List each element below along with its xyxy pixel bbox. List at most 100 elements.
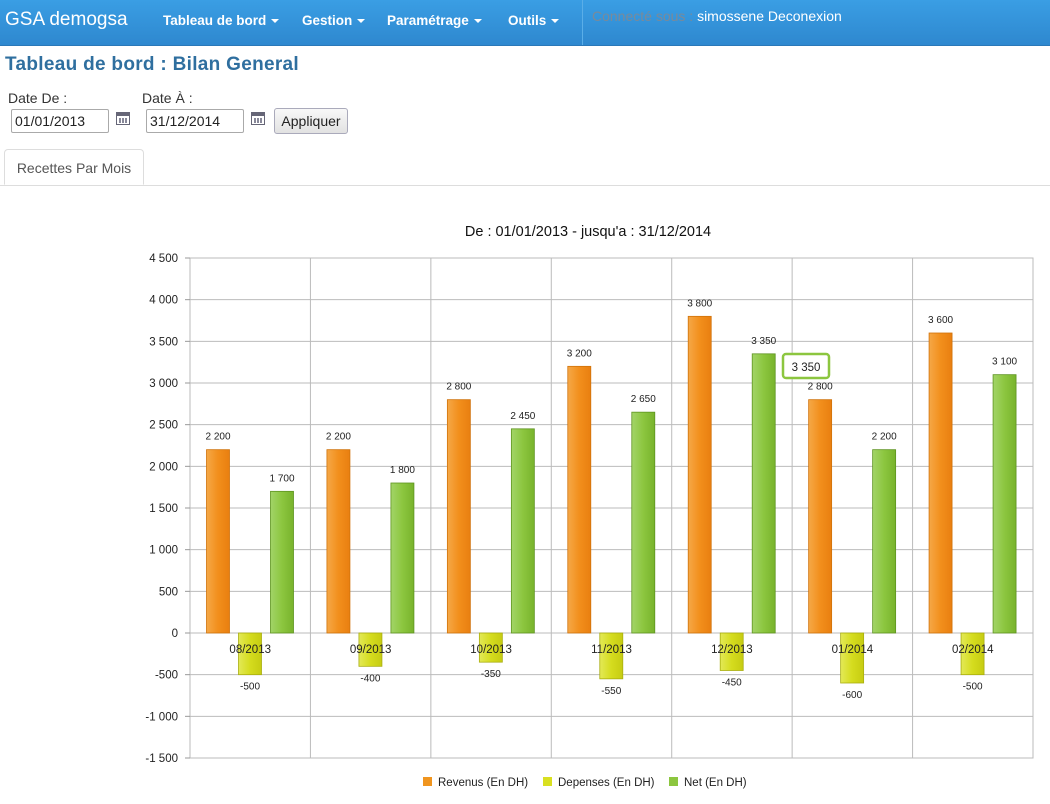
bar [808,399,833,634]
y-tick-label: 0 [172,628,178,640]
tabs-baseline [0,185,1050,186]
x-tick-label: 11/2013 [591,644,632,656]
y-tick-label: 2 500 [149,420,178,432]
bar [446,399,471,634]
date-from-label: Date De : [8,90,68,106]
bar [687,315,712,634]
chart-title: De : 01/01/2013 - jusqu'a : 31/12/2014 [465,224,711,240]
chart-legend: Revenus (En DH) Depenses (En DH) Net (En D… [423,777,747,789]
date-to-input[interactable] [146,109,244,133]
bar [719,632,744,671]
bar [751,353,776,634]
data-label: 2 200 [872,432,897,443]
data-label: 1 800 [390,465,415,476]
bar [928,332,953,634]
connected-label: Connecté sous : [592,8,694,24]
y-tick-label: 3 500 [149,336,178,348]
x-tick-label: 08/2013 [229,644,271,656]
tab-recettes-par-mois[interactable]: Recettes Par Mois [4,149,144,185]
data-label: 2 200 [326,432,351,443]
data-label: 2 800 [446,382,471,393]
y-tick-label: 3 000 [149,378,178,390]
caret-down-icon [271,19,280,24]
legend-label: Net (En DH) [684,777,747,789]
data-label: 1 700 [269,473,294,484]
x-tick-label: 12/2013 [711,644,753,656]
brand-logo[interactable]: GSA demogsa [5,9,128,30]
y-tick-label: 1 000 [149,545,178,557]
y-tick-label: 4 000 [149,295,178,307]
x-tick-label: 09/2013 [350,644,392,656]
bar [478,632,503,663]
data-label: -600 [842,690,862,701]
data-label: 3 350 [751,336,776,347]
y-tick-label: 500 [159,586,178,598]
bar [960,632,985,676]
y-tick-label: 4 500 [149,253,178,265]
username[interactable]: simossene [697,8,764,24]
bar [358,632,383,667]
legend-swatch [423,777,432,786]
menu-label: Outils [508,13,547,28]
caret-down-icon [357,19,366,24]
bar [326,449,351,634]
legend-swatch [669,777,678,786]
bar [510,428,535,634]
data-label: -500 [963,682,983,693]
calendar-icon[interactable] [116,112,130,125]
menu-tableau-de-bord[interactable]: Tableau de bord [163,13,280,28]
bar [631,411,656,634]
data-label: -450 [722,678,742,689]
x-tick-label: 02/2014 [952,644,994,656]
menu-label: Tableau de bord [163,13,267,28]
menu-parametrage[interactable]: Paramétrage [387,13,482,28]
apply-button[interactable]: Appliquer [274,108,348,134]
bar [270,490,294,634]
y-tick-label: 2 000 [149,461,178,473]
menu-gestion[interactable]: Gestion [302,13,366,28]
logout-link[interactable]: Deconexion [767,8,842,24]
navbar-divider [582,0,583,45]
data-label: 2 200 [205,432,230,443]
data-label: -550 [601,686,621,697]
menu-label: Paramétrage [387,13,469,28]
legend-label: Revenus (En DH) [438,777,528,789]
page-title: Tableau de bord : Bilan General [5,54,300,75]
bar [872,449,897,634]
caret-down-icon [551,19,560,24]
legend-swatch [543,777,552,786]
chart: De : 01/01/2013 - jusqu'a : 31/12/2014 4… [145,224,1034,789]
menu-outils[interactable]: Outils [508,13,560,28]
data-label: 3 800 [687,298,712,309]
date-to-label: Date À : [142,90,193,106]
x-tick-label: 01/2014 [832,644,874,656]
bar [840,632,865,684]
bar [567,365,592,634]
chart-labels: 2 200 2 200 2 800 3 200 3 800 2 800 3 600 -500 -… [205,298,1017,701]
tooltip-box [781,352,831,380]
connection-info: Connecté sous : simossene Deconexion [592,8,842,24]
chart-tooltip: 3 350 [781,352,831,380]
bar [206,449,230,634]
data-label: 2 650 [631,394,656,405]
date-from-input[interactable] [11,109,109,133]
y-tick-label: -1 500 [145,753,178,765]
data-label: 3 100 [992,357,1017,368]
data-label: -350 [481,669,501,680]
data-label: -400 [360,673,380,684]
data-label: 2 800 [808,382,833,393]
bar [599,632,624,680]
y-tick-label: -500 [155,670,178,682]
menu-label: Gestion [302,13,353,28]
calendar-icon[interactable] [251,112,265,125]
data-label: 2 450 [510,411,535,422]
y-tick-label: 1 500 [149,503,178,515]
chart-bars [206,315,1017,684]
caret-down-icon [473,19,482,24]
legend-label: Depenses (En DH) [558,777,655,789]
bar [992,374,1017,634]
data-label: 3 200 [567,348,592,359]
bar [390,482,415,634]
tooltip-value: 3 350 [792,362,821,374]
data-label: -500 [240,682,260,693]
